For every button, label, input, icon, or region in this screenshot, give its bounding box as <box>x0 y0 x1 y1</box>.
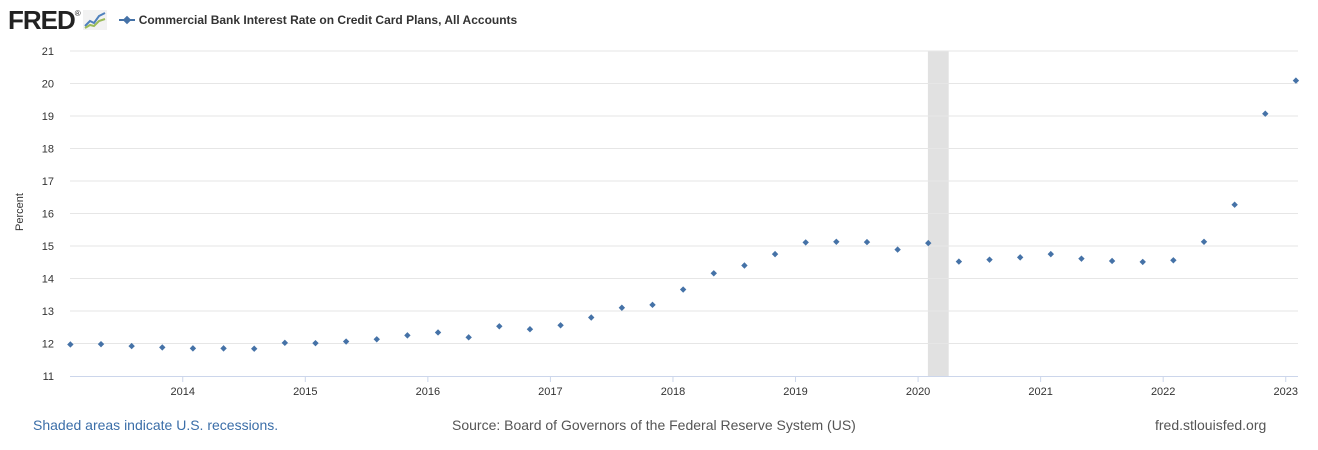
y-axis-label: Percent <box>14 193 26 231</box>
data-point <box>1047 250 1055 258</box>
data-point <box>97 340 105 348</box>
x-tick-label: 2023 <box>1274 386 1298 398</box>
fred-graph-icon <box>82 10 107 30</box>
data-point <box>679 286 687 293</box>
data-point <box>312 339 319 347</box>
data-point <box>1078 255 1085 262</box>
data-point <box>588 314 595 321</box>
data-point <box>128 342 135 350</box>
data-point <box>465 334 472 341</box>
data-point <box>741 262 748 269</box>
data-point <box>189 345 197 352</box>
legend-label: Commercial Bank Interest Rate on Credit … <box>138 13 518 27</box>
data-point <box>434 329 442 336</box>
x-axis-ticks: 2014 2015 2016 2017 2018 2019 2020 2021 2022 2023 <box>171 376 1298 398</box>
y-tick-label: 14 <box>42 274 54 286</box>
x-tick-label: 2020 <box>906 386 930 398</box>
y-tick-label: 18 <box>42 144 54 156</box>
data-point <box>281 339 289 347</box>
y-tick-label: 21 <box>42 46 54 58</box>
data-point <box>342 338 350 345</box>
data-point <box>1139 258 1146 266</box>
y-tick-label: 15 <box>42 241 54 253</box>
x-tick-label: 2018 <box>661 386 685 398</box>
registered-mark: ® <box>74 8 81 18</box>
y-tick-label: 11 <box>43 371 54 383</box>
y-tick-label: 16 <box>42 209 54 221</box>
x-tick-label: 2015 <box>293 386 317 398</box>
chart-footer: Shaded areas indicate U.S. recessions. S… <box>0 414 1318 436</box>
data-point <box>894 246 901 253</box>
data-point <box>710 270 717 277</box>
data-points <box>67 77 1300 352</box>
y-tick-label: 19 <box>42 111 54 123</box>
x-tick-label: 2019 <box>783 386 807 398</box>
data-point <box>67 341 74 348</box>
data-point <box>771 250 779 258</box>
data-point <box>1108 257 1116 265</box>
data-point <box>526 326 534 333</box>
data-point <box>802 239 809 246</box>
data-point <box>251 345 258 352</box>
data-point <box>986 256 993 263</box>
data-point <box>404 332 411 339</box>
x-tick-label: 2016 <box>416 386 440 398</box>
legend-series-marker-icon <box>118 15 135 25</box>
data-point <box>833 238 840 245</box>
data-point <box>496 323 503 330</box>
data-point <box>955 258 963 265</box>
y-tick-label: 20 <box>42 79 54 91</box>
fred-logo[interactable]: FRED ® <box>8 7 107 33</box>
data-point <box>863 238 871 246</box>
x-tick-label: 2014 <box>171 386 195 398</box>
y-tick-label: 17 <box>42 176 54 188</box>
data-point <box>925 239 932 247</box>
data-point <box>1292 77 1300 84</box>
data-point <box>1200 238 1208 245</box>
y-axis-ticks: 11 12 13 14 15 16 17 18 19 20 21 <box>42 46 54 383</box>
recession-note: Shaded areas indicate U.S. recessions. <box>33 417 279 433</box>
data-point <box>1262 110 1269 117</box>
x-tick-label: 2017 <box>538 386 562 398</box>
source-note: Source: Board of Governors of the Federa… <box>452 417 856 433</box>
y-tick-label: 13 <box>42 306 54 318</box>
grid-layer <box>70 50 1298 344</box>
data-point <box>1016 254 1024 261</box>
data-point <box>159 344 166 351</box>
data-point <box>1231 201 1238 208</box>
chart-header: FRED ® Commercial Bank Interest Rate on … <box>8 6 517 34</box>
data-point <box>618 304 626 311</box>
x-tick-label: 2022 <box>1151 386 1175 398</box>
data-point <box>1170 257 1177 264</box>
site-link[interactable]: fred.stlouisfed.org <box>1155 417 1267 433</box>
data-point <box>373 336 380 343</box>
y-tick-label: 12 <box>42 339 54 351</box>
x-tick-label: 2021 <box>1028 386 1052 398</box>
chart-legend[interactable]: Commercial Bank Interest Rate on Credit … <box>118 13 518 27</box>
data-point <box>557 322 564 329</box>
fred-logo-text: FRED <box>8 5 76 35</box>
data-point <box>220 345 227 352</box>
data-point <box>649 301 656 309</box>
